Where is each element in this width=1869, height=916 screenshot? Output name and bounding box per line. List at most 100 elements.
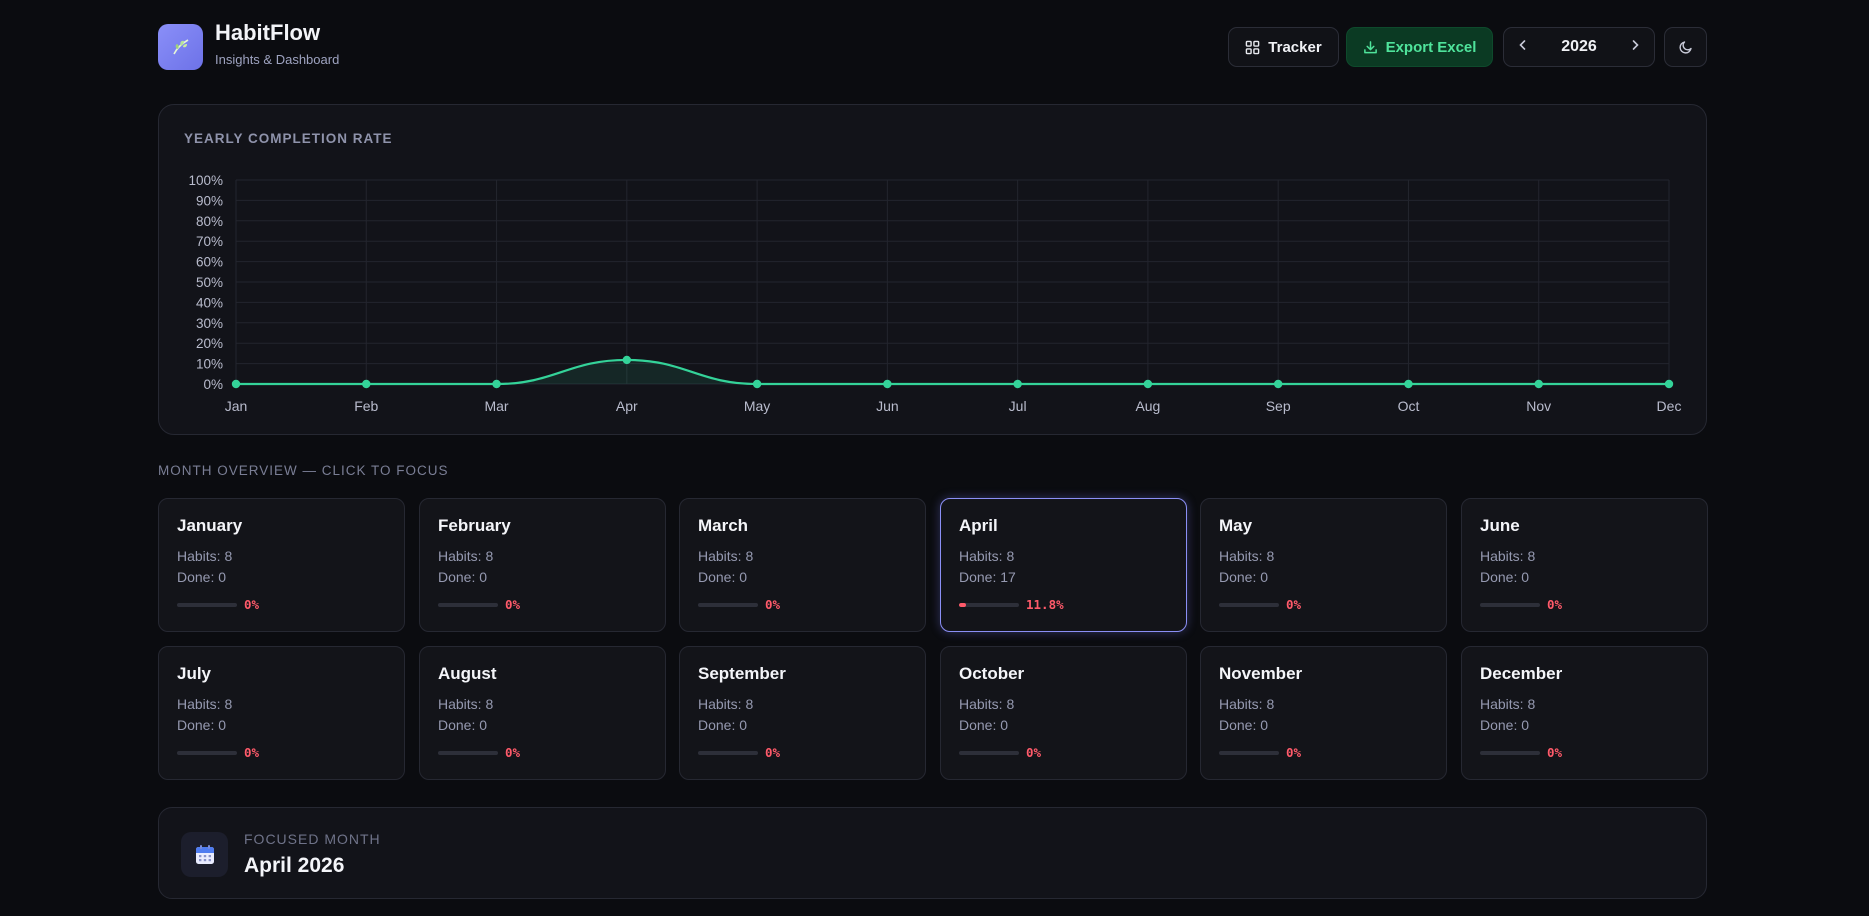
month-habits: Habits: 8 <box>177 548 233 564</box>
header: HabitFlow Insights & Dashboard Tracker E… <box>158 20 1709 74</box>
data-point <box>1273 379 1283 389</box>
month-percent: 0% <box>1547 745 1563 760</box>
month-habits: Habits: 8 <box>1480 696 1536 712</box>
x-tick-label: Jun <box>876 398 899 414</box>
yearly-completion-chart: YEARLY COMPLETION RATE 0% 10% 20% 30% 40% 50%… <box>158 104 1707 435</box>
calendar-icon <box>181 832 228 877</box>
month-card-july[interactable]: July Habits: 8 Done: 0 0% <box>158 646 405 780</box>
month-progress-fill <box>959 603 967 607</box>
chevron-right-icon[interactable] <box>1628 38 1642 57</box>
month-card-october[interactable]: October Habits: 8 Done: 0 0% <box>940 646 1187 780</box>
month-card-march[interactable]: March Habits: 8 Done: 0 0% <box>679 498 926 632</box>
month-card-april[interactable]: April Habits: 8 Done: 17 11.8% <box>940 498 1187 632</box>
export-excel-button[interactable]: Export Excel <box>1346 27 1493 67</box>
y-tick-label: 70% <box>196 234 223 249</box>
export-label: Export Excel <box>1385 38 1477 56</box>
moon-icon <box>1678 41 1692 54</box>
month-progress-bar <box>1219 751 1279 755</box>
data-point <box>622 355 632 365</box>
grid-icon <box>1246 40 1260 54</box>
month-done: Done: 0 <box>698 717 748 733</box>
month-percent: 11.8% <box>1026 597 1064 612</box>
y-tick-label: 40% <box>196 295 223 310</box>
month-percent: 0% <box>1026 745 1042 760</box>
month-progress-bar <box>959 751 1019 755</box>
month-done: Done: 0 <box>959 717 1009 733</box>
data-point <box>752 379 762 389</box>
month-card-february[interactable]: February Habits: 8 Done: 0 0% <box>419 498 666 632</box>
month-percent: 0% <box>505 745 521 760</box>
month-progress-bar <box>177 751 237 755</box>
x-tick-label: Jul <box>1009 398 1027 414</box>
month-name: September <box>698 664 786 683</box>
month-name: December <box>1480 664 1563 683</box>
data-point <box>1404 379 1413 389</box>
leaf-icon <box>158 24 203 70</box>
series-line <box>236 358 1669 386</box>
month-habits: Habits: 8 <box>438 548 494 564</box>
month-progress-bar <box>698 751 758 755</box>
month-progress-bar <box>698 603 758 607</box>
month-name: January <box>177 516 243 535</box>
y-tick-label: 60% <box>196 255 223 270</box>
month-done: Done: 0 <box>177 569 227 585</box>
focused-month-label: FOCUSED MONTH <box>244 831 381 847</box>
month-name: November <box>1219 664 1303 683</box>
data-point <box>231 379 241 389</box>
month-habits: Habits: 8 <box>698 696 754 712</box>
month-card-june[interactable]: June Habits: 8 Done: 0 0% <box>1461 498 1708 632</box>
month-name: June <box>1480 516 1520 535</box>
focused-month-card: FOCUSED MONTH April 2026 <box>158 807 1707 899</box>
x-tick-label: Mar <box>484 398 508 414</box>
x-tick-label: Sep <box>1266 398 1291 414</box>
focused-month-title: April 2026 <box>244 854 345 877</box>
month-progress-bar <box>438 751 498 755</box>
month-progress-bar <box>959 603 1019 607</box>
data-point <box>883 379 892 389</box>
month-habits: Habits: 8 <box>438 696 494 712</box>
month-habits: Habits: 8 <box>1219 696 1275 712</box>
month-percent: 0% <box>244 597 260 612</box>
month-habits: Habits: 8 <box>1219 548 1275 564</box>
month-card-may[interactable]: May Habits: 8 Done: 0 0% <box>1200 498 1447 632</box>
month-percent: 0% <box>1286 745 1302 760</box>
month-done: Done: 0 <box>1480 569 1530 585</box>
month-habits: Habits: 8 <box>959 548 1015 564</box>
tracker-button[interactable]: Tracker <box>1228 27 1339 67</box>
x-tick-label: May <box>744 398 770 414</box>
data-point <box>492 379 501 389</box>
chevron-left-icon[interactable] <box>1516 38 1530 57</box>
month-percent: 0% <box>765 597 781 612</box>
month-name: March <box>698 516 749 535</box>
month-name: July <box>177 664 212 683</box>
month-progress-bar <box>1219 603 1279 607</box>
month-done: Done: 0 <box>1219 569 1269 585</box>
month-name: February <box>438 516 511 535</box>
data-point <box>1013 379 1022 389</box>
month-done: Done: 0 <box>1219 717 1269 733</box>
y-tick-label: 20% <box>196 336 223 351</box>
month-card-december[interactable]: December Habits: 8 Done: 0 0% <box>1461 646 1708 780</box>
x-tick-label: Apr <box>616 398 638 414</box>
chart-title: YEARLY COMPLETION RATE <box>184 131 393 146</box>
month-card-november[interactable]: November Habits: 8 Done: 0 0% <box>1200 646 1447 780</box>
month-overview-label: MONTH OVERVIEW — CLICK TO FOCUS <box>158 463 449 478</box>
month-card-january[interactable]: January Habits: 8 Done: 0 0% <box>158 498 405 632</box>
y-tick-label: 50% <box>196 275 223 290</box>
month-card-september[interactable]: September Habits: 8 Done: 0 0% <box>679 646 926 780</box>
month-percent: 0% <box>765 745 781 760</box>
x-tick-label: Nov <box>1526 398 1551 414</box>
year-value: 2026 <box>1561 38 1597 55</box>
month-name: August <box>438 664 497 683</box>
x-tick-label: Feb <box>354 398 378 414</box>
month-card-august[interactable]: August Habits: 8 Done: 0 0% <box>419 646 666 780</box>
x-tick-label: Jan <box>225 398 248 414</box>
month-name: May <box>1219 516 1253 535</box>
month-done: Done: 0 <box>177 717 227 733</box>
app-subtitle: Insights & Dashboard <box>215 52 340 67</box>
y-tick-label: 100% <box>188 173 223 188</box>
y-tick-label: 10% <box>196 357 223 372</box>
theme-toggle-button[interactable] <box>1664 27 1707 67</box>
month-done: Done: 0 <box>438 717 488 733</box>
data-point <box>1664 379 1674 389</box>
